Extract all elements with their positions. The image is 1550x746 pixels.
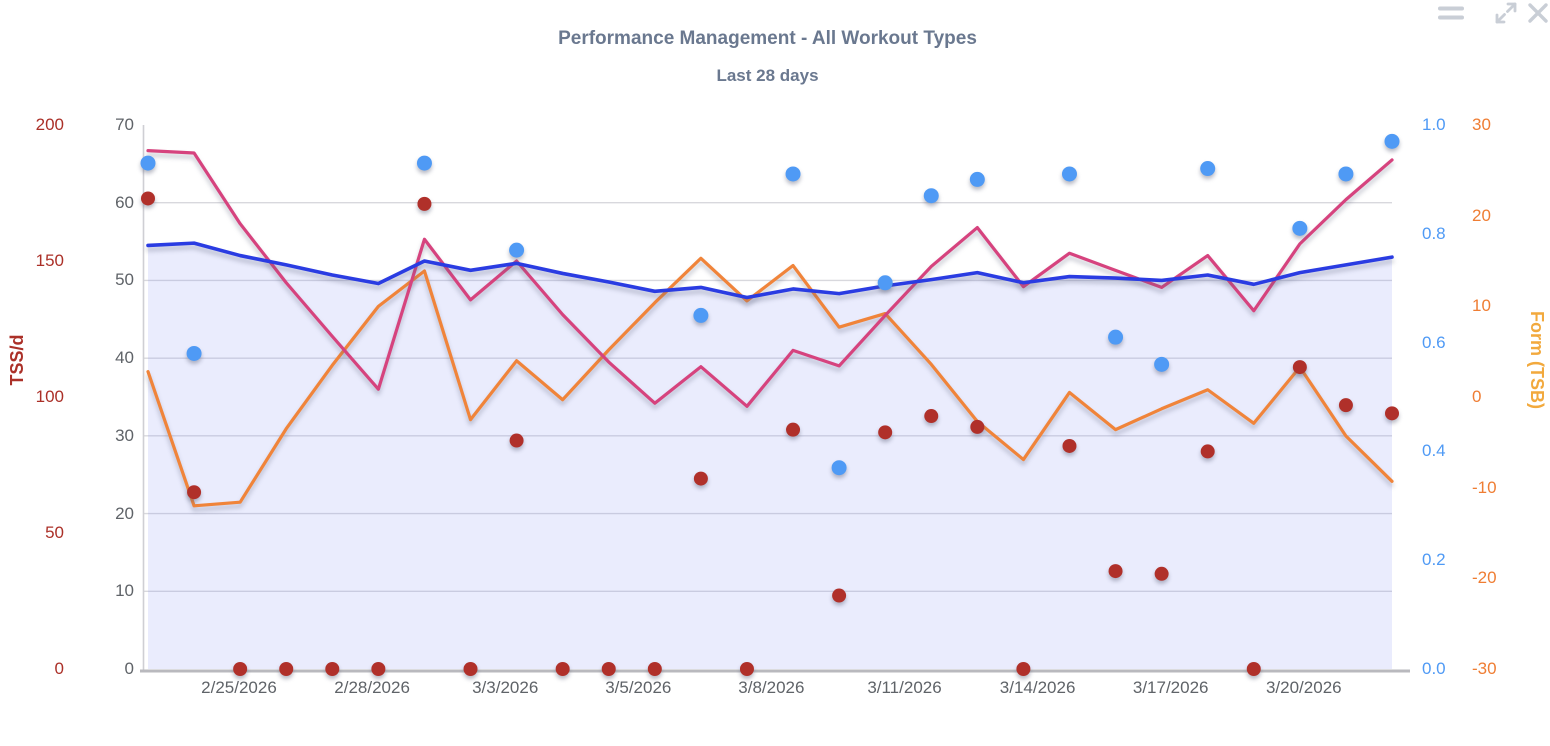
intensity-dot (1338, 166, 1354, 182)
form-tsb-line (146, 256, 1394, 508)
expand-icon[interactable] (1494, 1, 1518, 30)
intensity-dot (1384, 133, 1400, 149)
fatigue-line (146, 149, 1394, 408)
daily-tss-dot (555, 662, 570, 676)
daily-tss-dot (279, 662, 294, 676)
daily-tss-dot (878, 425, 893, 440)
x-axis-tick-label: 3/17/2026 (1132, 678, 1209, 697)
intensity-axis-tick-label: 1.0 (1422, 115, 1446, 134)
intensity-dot (1061, 166, 1077, 182)
load-axis-tick-label: 0 (124, 659, 134, 678)
form-axis-tick-label: -30 (1472, 659, 1497, 678)
daily-tss-dot (601, 662, 616, 676)
daily-tss-dot (786, 422, 801, 437)
intensity-dot (923, 188, 939, 204)
daily-tss-dot (325, 662, 340, 676)
daily-tss-dot (509, 433, 524, 448)
chart-subtitle: Last 28 days (716, 66, 819, 85)
daily-tss-dot (832, 588, 847, 603)
daily-tss-dot (371, 662, 386, 676)
x-axis-tick-label: 3/3/2026 (472, 678, 539, 697)
daily-tss-dot (647, 662, 662, 676)
form-axis-tick-label: -10 (1472, 477, 1497, 497)
fitness-area-fill (148, 243, 1392, 669)
x-axis-tick-label: 3/20/2026 (1265, 678, 1342, 697)
x-axis-tick-label: 2/25/2026 (201, 678, 277, 697)
intensity-dot (186, 345, 202, 361)
daily-tss-dot (739, 662, 754, 676)
load-axis-tick-label: 40 (115, 348, 134, 368)
daily-tss-dot (1200, 444, 1215, 459)
intensity-dot (1292, 220, 1308, 236)
daily-tss-dot (1385, 406, 1399, 421)
tss-axis-tick-label: 100 (35, 387, 64, 406)
load-axis-tick-label: 30 (115, 425, 134, 445)
intensity-axis-tick-label: 0.2 (1422, 550, 1446, 570)
form-axis-tick-label: -20 (1472, 568, 1497, 588)
intensity-axis-tick-label: 0.8 (1422, 223, 1446, 243)
load-axis-tick-label: 60 (115, 192, 134, 212)
daily-tss-dot (187, 485, 202, 500)
form-axis-tick-label: 30 (1472, 115, 1491, 134)
intensity-axis-tick-label: 0.6 (1422, 332, 1446, 352)
daily-tss-dot (924, 409, 939, 424)
load-axis-tick-label: 20 (115, 503, 134, 523)
intensity-dot (140, 155, 156, 171)
daily-tss-dot (233, 662, 248, 676)
form-axis-tick-label: 20 (1472, 205, 1491, 225)
load-axis-tick-label: 10 (115, 581, 134, 601)
intensity-dot (785, 166, 801, 182)
form-axis-tick-label: 0 (1472, 387, 1482, 406)
intensity-dot (969, 171, 985, 187)
chart-title: Performance Management - All Workout Typ… (558, 28, 977, 49)
intensity-dot (1200, 161, 1216, 177)
daily-tss-dot (141, 191, 155, 206)
tss-axis-tick-label: 0 (54, 659, 64, 678)
daily-tss-dot (1292, 360, 1307, 375)
x-axis-tick-label: 3/14/2026 (999, 678, 1076, 697)
intensity-dot (693, 307, 709, 323)
x-axis-tick-label: 2/28/2026 (334, 678, 410, 697)
daily-tss-dot (417, 196, 432, 211)
intensity-axis-tick-label: 0.4 (1422, 441, 1446, 461)
close-icon[interactable] (1526, 1, 1550, 30)
x-axis-tick-label: 3/5/2026 (605, 678, 672, 697)
intensity-dot (1108, 329, 1124, 345)
daily-tss-dot (693, 471, 708, 486)
load-axis-tick-label: 70 (115, 115, 134, 134)
x-axis-tick-label: 3/8/2026 (738, 678, 805, 697)
tss-axis-tick-label: 50 (45, 523, 64, 542)
daily-tss-dot (1154, 566, 1169, 581)
daily-tss-dot (1016, 662, 1031, 676)
daily-tss-dot (970, 419, 985, 434)
intensity-dot (509, 242, 525, 258)
intensity-dot (877, 275, 893, 291)
daily-tss-dot (1062, 438, 1077, 453)
daily-tss-dot (463, 662, 478, 676)
daily-tss-dot (1338, 398, 1353, 413)
fitness-area-line (146, 241, 1394, 300)
x-axis-tick-label: 3/11/2026 (867, 678, 942, 697)
tss-axis-tick-label: 150 (35, 251, 64, 270)
menu-icon[interactable] (1437, 5, 1465, 28)
intensity-axis-tick-label: 0.0 (1422, 659, 1446, 678)
intensity-dot (416, 155, 432, 171)
load-axis-tick-label: 50 (115, 270, 134, 290)
daily-tss-dot (1246, 662, 1261, 676)
intensity-dot (1154, 356, 1170, 372)
form-axis-tick-label: 10 (1472, 296, 1491, 316)
daily-tss-dot (1108, 564, 1123, 579)
intensity-dot (831, 460, 847, 476)
tss-axis-tick-label: 200 (35, 115, 64, 134)
